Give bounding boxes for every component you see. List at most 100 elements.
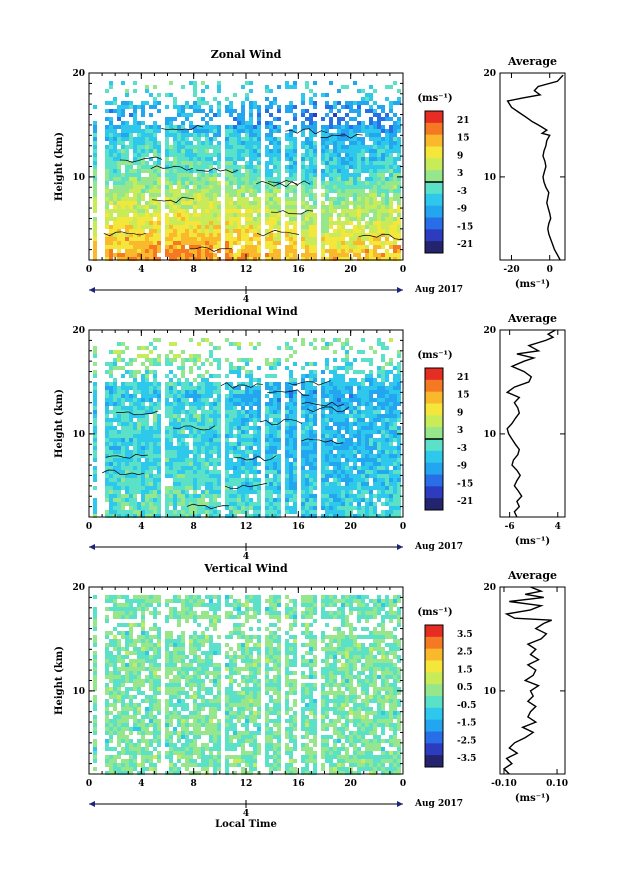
heatmap-cell xyxy=(209,249,213,253)
heatmap-cell xyxy=(129,237,133,241)
heatmap-cell xyxy=(249,446,253,450)
heatmap-cell xyxy=(229,205,233,209)
heatmap-cell xyxy=(293,157,297,161)
heatmap-cell xyxy=(205,450,209,454)
heatmap-cell xyxy=(377,418,381,422)
heatmap-cell xyxy=(285,358,289,362)
heatmap-cell xyxy=(257,470,261,474)
heatmap-cell xyxy=(385,346,389,350)
heatmap-cell xyxy=(157,201,161,205)
heatmap-cell xyxy=(273,434,277,438)
heatmap-cell xyxy=(129,177,133,181)
heatmap-cell xyxy=(309,157,313,161)
heatmap-cell xyxy=(333,125,337,129)
heatmap-cell xyxy=(117,253,121,257)
heatmap-cell xyxy=(289,386,293,390)
heatmap-cell xyxy=(313,486,317,490)
heatmap-cell xyxy=(353,225,357,229)
heatmap-cell xyxy=(177,201,181,205)
heatmap-cell xyxy=(253,177,257,181)
heatmap-cell xyxy=(361,506,365,510)
heatmap-cell xyxy=(169,510,173,514)
heatmap-cell xyxy=(109,394,113,398)
heatmap-cell xyxy=(265,414,269,418)
heatmap-cell xyxy=(177,494,181,498)
heatmap-cell xyxy=(193,478,197,482)
heatmap-cell xyxy=(129,113,133,117)
contour-line xyxy=(161,125,204,131)
heatmap-cell xyxy=(385,189,389,193)
heatmap-cell xyxy=(321,133,325,137)
heatmap-cell xyxy=(185,185,189,189)
heatmap-cell xyxy=(201,390,205,394)
heatmap-cell xyxy=(157,125,161,129)
heatmap-cell xyxy=(185,418,189,422)
heatmap-cell xyxy=(293,474,297,478)
heatmap-cell xyxy=(189,494,193,498)
heatmap-cell xyxy=(225,338,229,342)
heatmap-cell xyxy=(245,209,249,213)
heatmap-cell xyxy=(229,217,233,221)
heatmap-cell xyxy=(309,137,313,141)
heatmap-cell xyxy=(345,498,349,502)
heatmap-cell xyxy=(301,177,305,181)
heatmap-cell xyxy=(333,366,337,370)
heatmap-cell xyxy=(121,506,125,510)
heatmap-cell xyxy=(277,490,281,494)
heatmap-cell xyxy=(369,97,373,101)
heatmap-cell xyxy=(197,450,201,454)
heatmap-cell xyxy=(333,462,337,466)
heatmap-cell xyxy=(113,185,117,189)
heatmap-cell xyxy=(325,474,329,478)
heatmap-cell xyxy=(209,117,213,121)
heatmap-cell xyxy=(197,205,201,209)
heatmap-cell xyxy=(181,462,185,466)
heatmap-cell xyxy=(333,422,337,426)
heatmap-cell xyxy=(109,506,113,510)
heatmap-cell xyxy=(329,378,333,382)
heatmap-cell xyxy=(205,245,209,249)
heatmap-cell xyxy=(313,374,317,378)
heatmap-cell xyxy=(277,257,281,261)
heatmap-cell xyxy=(345,173,349,177)
heatmap-cell xyxy=(249,141,253,145)
heatmap-cell xyxy=(109,434,113,438)
heatmap-cell xyxy=(305,237,309,241)
heatmap-cell xyxy=(205,193,209,197)
heatmap-cell xyxy=(289,446,293,450)
heatmap-cell xyxy=(369,221,373,225)
heatmap-cell xyxy=(329,189,333,193)
heatmap-cell xyxy=(257,141,261,145)
heatmap-cell xyxy=(185,514,189,518)
heatmap-cell xyxy=(365,233,369,237)
heatmap-cell xyxy=(141,462,145,466)
heatmap-cell xyxy=(117,161,121,165)
heatmap-cell xyxy=(341,478,345,482)
heatmap-cell xyxy=(117,177,121,181)
heatmap-cell xyxy=(265,161,269,165)
heatmap-cell xyxy=(225,133,229,137)
heatmap-cell xyxy=(249,117,253,121)
heatmap-cell xyxy=(309,221,313,225)
heatmap-cell xyxy=(301,157,305,161)
heatmap-cell xyxy=(121,237,125,241)
heatmap-cell xyxy=(205,145,209,149)
heatmap-cell xyxy=(133,221,137,225)
heatmap-cell xyxy=(145,410,149,414)
heatmap-cell xyxy=(93,498,97,502)
heatmap-cell xyxy=(341,213,345,217)
heatmap-cell xyxy=(109,241,113,245)
heatmap-cell xyxy=(109,149,113,153)
heatmap-cell xyxy=(165,382,169,386)
heatmap-cell xyxy=(133,169,137,173)
heatmap-cell xyxy=(277,249,281,253)
heatmap-cell xyxy=(165,129,169,133)
heatmap-cell xyxy=(149,129,153,133)
heatmap-cell xyxy=(245,81,249,85)
heatmap-cell xyxy=(341,145,345,149)
heatmap-cell xyxy=(381,458,385,462)
heatmap-cell xyxy=(201,430,205,434)
heatmap-cell xyxy=(341,490,345,494)
heatmap-cell xyxy=(377,410,381,414)
heatmap-cell xyxy=(253,133,257,137)
